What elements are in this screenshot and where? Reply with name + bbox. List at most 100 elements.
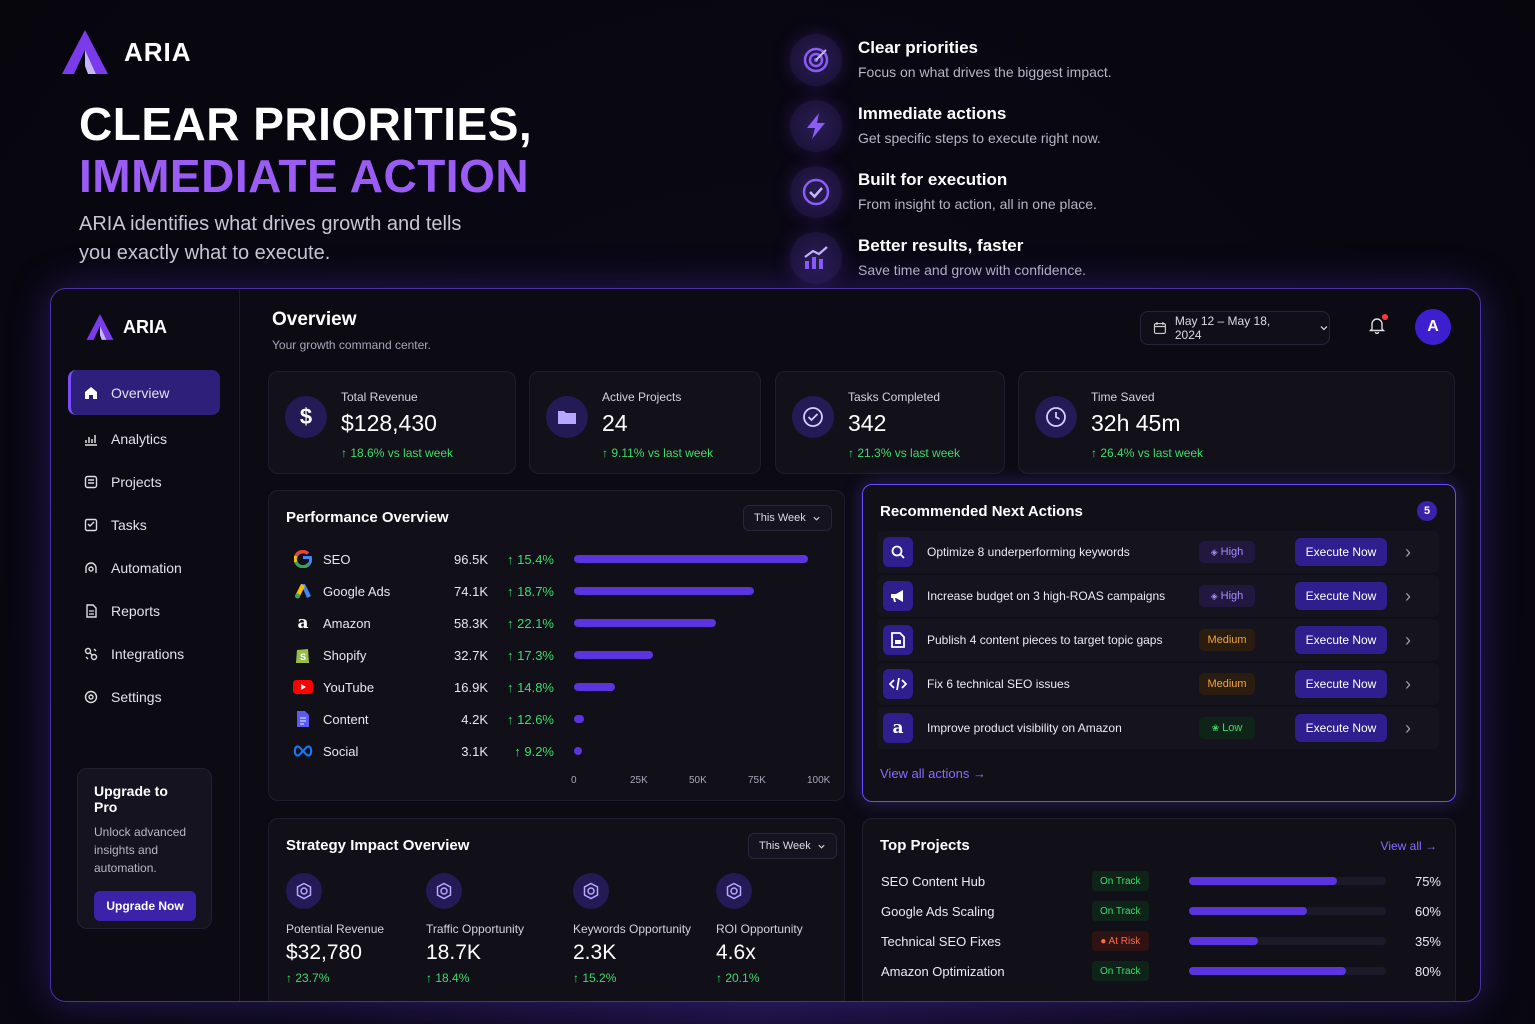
metric-value: $32,780 [286, 941, 362, 964]
strategy-impact-card: Strategy Impact Overview This Week Poten… [268, 818, 845, 1001]
hero-brand: ARIA [124, 36, 192, 67]
calendar-icon [1153, 322, 1166, 335]
chevron-right-icon[interactable]: › [1405, 629, 1411, 650]
chevron-right-icon[interactable]: › [1405, 541, 1411, 562]
hero-title-line1: CLEAR PRIORITIES, [79, 98, 533, 150]
project-row[interactable]: SEO Content Hub On Track 75% [881, 870, 1441, 892]
action-text: Fix 6 technical SEO issues [927, 677, 1070, 691]
kpi-label: Total Revenue [341, 390, 418, 404]
execute-now-button[interactable]: Execute Now [1295, 714, 1387, 742]
project-status-badge: On Track [1091, 961, 1149, 981]
project-row[interactable]: Google Ads Scaling On Track 60% [881, 900, 1441, 922]
sidebar-item-tasks[interactable]: Tasks [68, 503, 220, 546]
execute-now-button[interactable]: Execute Now [1295, 670, 1387, 698]
view-all-projects-link[interactable]: View all → [1380, 839, 1437, 853]
chevron-right-icon[interactable]: › [1405, 585, 1411, 606]
hero-title-line2: IMMEDIATE ACTION [79, 150, 530, 202]
project-progress-fill [1188, 937, 1258, 945]
channel-row: a Amazon 58.3K ↑ 22.1% [293, 613, 833, 633]
priority-icon: ◈ [1210, 590, 1218, 601]
dollar-icon: $ [285, 396, 327, 438]
aria-logo-icon [62, 30, 108, 74]
action-row[interactable]: Publish 4 content pieces to target topic… [877, 619, 1439, 661]
project-progress-percent: 35% [1414, 933, 1441, 949]
channel-delta: ↑ 17.3% [507, 647, 554, 663]
tasks-icon [84, 518, 98, 531]
top-projects-card: Top Projects View all → SEO Content Hub O… [862, 818, 1456, 1001]
axis-tick-label: 0 [571, 775, 577, 786]
date-range-picker[interactable]: May 12 – May 18, 2024 [1140, 311, 1330, 345]
period-dropdown[interactable]: This Week [743, 505, 832, 531]
view-all-actions-link[interactable]: View all actions → [880, 766, 986, 781]
sidebar-item-automation[interactable]: Automation [68, 546, 220, 589]
priority-badge: Medium [1199, 673, 1255, 695]
sidebar-item-label: Projects [111, 473, 162, 490]
project-status-badge: ● At Risk [1091, 931, 1149, 951]
sidebar-item-projects[interactable]: Projects [68, 460, 220, 503]
youtube-icon [293, 677, 313, 697]
notifications-button[interactable] [1368, 314, 1388, 339]
metric-delta: ↑ 23.7% [286, 971, 330, 985]
project-progress-percent: 75% [1414, 873, 1441, 889]
aria-logo-icon [86, 314, 114, 340]
action-text: Improve product visibility on Amazon [927, 721, 1122, 735]
action-row[interactable]: Optimize 8 underperforming keywords ◈ High… [877, 531, 1439, 573]
kpi-label: Time Saved [1091, 390, 1155, 404]
metric-delta: ↑ 20.1% [716, 971, 760, 985]
svg-text:S: S [300, 652, 306, 662]
actions-count-badge: 5 [1417, 501, 1437, 521]
project-row[interactable]: Amazon Optimization On Track 80% [881, 960, 1441, 982]
sidebar-item-label: Automation [111, 559, 182, 576]
home-icon [85, 386, 97, 399]
chevron-right-icon[interactable]: › [1405, 673, 1411, 694]
automation-icon [85, 561, 97, 573]
priority-label: Medium [1207, 634, 1247, 646]
execute-now-button[interactable]: Execute Now [1295, 538, 1387, 566]
channel-bar [574, 555, 809, 563]
channel-bar-track [574, 683, 817, 691]
upgrade-now-button[interactable]: Upgrade Now [94, 891, 196, 921]
sidebar-item-overview[interactable]: Overview [68, 370, 220, 415]
sidebar-item-settings[interactable]: Settings [68, 675, 220, 718]
execute-now-button[interactable]: Execute Now [1295, 626, 1387, 654]
feature-title: Built for execution [858, 170, 1008, 189]
action-row[interactable]: a Improve product visibility on Amazon ❀ Lo… [877, 707, 1439, 749]
project-name: SEO Content Hub [881, 873, 986, 889]
chevron-right-icon[interactable]: › [1405, 717, 1411, 738]
project-row[interactable]: Technical SEO Fixes ● At Risk 35% [881, 930, 1441, 952]
upgrade-title: Upgrade to Pro [94, 783, 168, 815]
shopify-icon: S [293, 645, 313, 665]
sidebar-item-label: Reports [111, 602, 161, 619]
app-window: ARIA Overview Analytics Projects Tasks A… [50, 288, 1481, 1002]
page-title: Overview [272, 309, 357, 330]
upgrade-card: Upgrade to Pro Unlock advanced insights … [77, 768, 212, 929]
sidebar-logo[interactable]: ARIA [85, 313, 167, 341]
execute-now-button[interactable]: Execute Now [1295, 582, 1387, 610]
channel-value: 74.1K [454, 583, 488, 599]
chevron-down-icon [813, 516, 820, 521]
settings-icon [84, 690, 98, 703]
channel-name: Amazon [323, 615, 371, 631]
avatar[interactable]: A [1415, 309, 1451, 345]
metric-value: 18.7K [426, 941, 481, 964]
channel-value: 4.2K [461, 711, 488, 727]
card-title: Performance Overview [286, 509, 449, 526]
strategy-metric: Traffic Opportunity 18.7K ↑ 18.4% [426, 873, 566, 985]
clock-icon [1035, 396, 1077, 438]
project-status-badge: On Track [1091, 871, 1149, 891]
period-dropdown[interactable]: This Week [748, 833, 837, 859]
action-row[interactable]: Increase budget on 3 high-ROAS campaigns… [877, 575, 1439, 617]
project-progress-track [1188, 907, 1386, 915]
channel-bar [574, 587, 755, 595]
sidebar-item-analytics[interactable]: Analytics [68, 417, 220, 460]
folder-icon [546, 396, 588, 438]
sidebar-item-reports[interactable]: Reports [68, 589, 220, 632]
seo-icon [293, 549, 313, 569]
channel-value: 96.5K [454, 551, 488, 567]
action-row[interactable]: Fix 6 technical SEO issues Medium Execute … [877, 663, 1439, 705]
feature-item: Immediate actions Get specific steps to e… [790, 100, 1112, 166]
chevron-down-icon [818, 844, 825, 849]
kpi-card-time-saved: Time Saved 32h 45m ↑ 26.4% vs last week [1018, 371, 1455, 474]
sidebar-item-integrations[interactable]: Integrations [68, 632, 220, 675]
project-status-badge: On Track [1091, 901, 1149, 921]
